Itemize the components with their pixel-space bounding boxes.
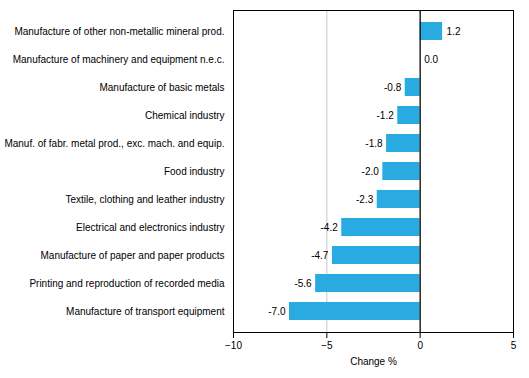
svg-text:−10: −10 [225,340,242,351]
svg-text:0.0: 0.0 [424,54,438,65]
svg-text:Change %: Change % [350,356,397,367]
svg-text:-1.2: -1.2 [377,110,395,121]
svg-text:Manufacture of transport equip: Manufacture of transport equipment [66,306,225,317]
svg-text:Chemical industry: Chemical industry [145,110,224,121]
svg-text:Manufacture of paper and paper: Manufacture of paper and paper products [40,250,224,261]
svg-text:-4.2: -4.2 [321,222,339,233]
svg-text:5: 5 [511,340,517,351]
svg-text:Manufacture of basic metals: Manufacture of basic metals [99,82,224,93]
svg-text:Food industry: Food industry [164,166,225,177]
svg-text:−5: −5 [321,340,333,351]
svg-text:Textile, clothing and leather: Textile, clothing and leather industry [66,194,225,205]
svg-text:-0.8: -0.8 [384,82,402,93]
svg-text:1.2: 1.2 [447,26,461,37]
svg-text:Manuf. of fabr. metal prod., e: Manuf. of fabr. metal prod., exc. mach. … [4,138,224,149]
svg-text:-4.7: -4.7 [311,250,329,261]
svg-text:-1.8: -1.8 [365,138,383,149]
svg-text:Electrical and electronics ind: Electrical and electronics industry [76,222,224,233]
svg-text:0: 0 [417,340,423,351]
svg-text:-5.6: -5.6 [294,278,312,289]
svg-text:-2.0: -2.0 [362,166,380,177]
svg-text:-7.0: -7.0 [268,306,286,317]
svg-text:-2.3: -2.3 [356,194,374,205]
svg-text:Manufacture of other non-metal: Manufacture of other non-metallic minera… [14,26,224,37]
svg-text:Manufacture of machinery and e: Manufacture of machinery and equipment n… [13,54,225,65]
svg-text:Printing and reproduction of r: Printing and reproduction of recorded me… [29,278,225,289]
